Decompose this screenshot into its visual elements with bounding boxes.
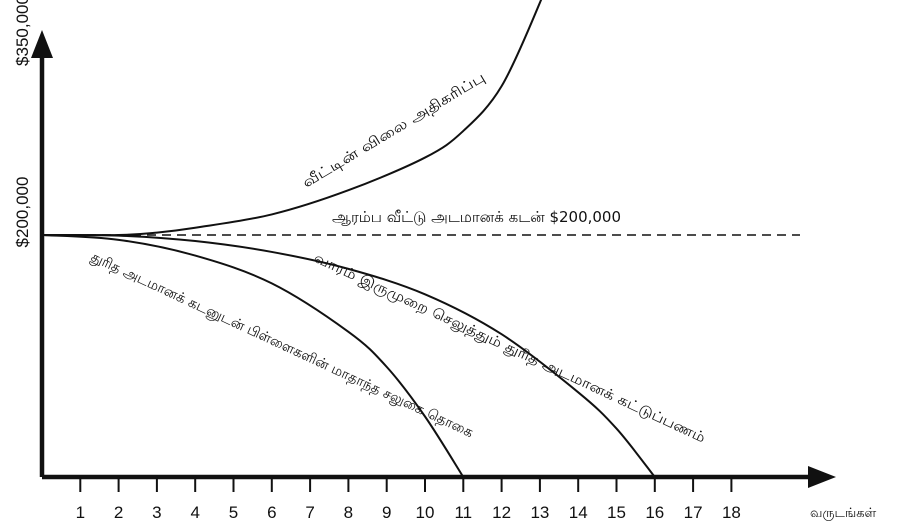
child-allowance-balance-curve	[41, 234, 465, 478]
biweekly-balance-curve	[41, 233, 656, 478]
x-tick-label: 3	[152, 503, 161, 522]
chart-curves	[41, 0, 656, 478]
biweekly-balance-curve-label: வாரம் இருமுறை செலுத்தும் துரித அடமானக் க…	[311, 250, 707, 446]
x-axis-unit-label: வருடங்கள்	[810, 506, 877, 521]
x-tick-label: 14	[569, 503, 588, 522]
initial-mortgage-label: ஆரம்ப வீட்டு அடமானக் கடன் $200,000	[332, 208, 621, 226]
y-axis-arrow	[31, 30, 53, 58]
child-allowance-balance-curve-label: துரித அடமானக் கடனுடன் பிள்ளைகளின் மாதாந்…	[88, 249, 475, 441]
x-tick-label: 2	[114, 503, 123, 522]
x-tick-label: 15	[607, 503, 626, 522]
x-tick-label: 5	[229, 503, 238, 522]
y-tick-label: $200,000	[13, 177, 32, 248]
x-tick-label: 4	[190, 503, 199, 522]
x-ticks: 1 2 3 4 5 6 7 8 9 10 11 12 13 14 15 16 17 18	[76, 477, 741, 522]
home-value-curve	[41, 0, 543, 237]
y-tick-labels: $200,000 $350,000	[13, 0, 32, 247]
x-tick-label: 10	[416, 503, 435, 522]
x-tick-label: 12	[492, 503, 511, 522]
x-tick-label: 11	[454, 503, 472, 522]
x-tick-label: 8	[344, 503, 353, 522]
x-tick-label: 6	[267, 503, 276, 522]
x-tick-label: 9	[382, 503, 391, 522]
x-tick-label: 18	[722, 503, 741, 522]
x-tick-label: 13	[530, 503, 549, 522]
x-tick-label: 1	[76, 503, 85, 522]
x-tick-label: 16	[645, 503, 664, 522]
x-tick-label: 7	[305, 503, 314, 522]
x-axis-arrow	[808, 466, 836, 488]
y-tick-label: $350,000	[13, 0, 32, 66]
x-tick-label: 17	[684, 503, 703, 522]
